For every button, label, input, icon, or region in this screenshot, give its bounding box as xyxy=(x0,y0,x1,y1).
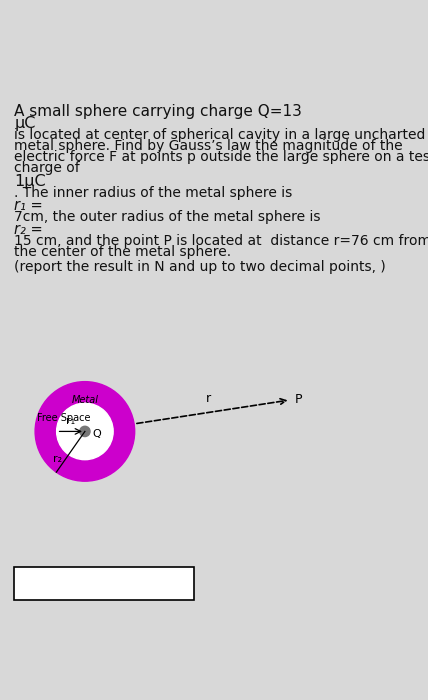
Text: P: P xyxy=(295,393,303,407)
Text: r₁ =: r₁ = xyxy=(14,198,43,214)
Text: r: r xyxy=(206,392,211,405)
Text: Q: Q xyxy=(92,428,101,439)
Text: Metal: Metal xyxy=(71,395,98,405)
Text: electric force F at points p outside the large sphere on a test: electric force F at points p outside the… xyxy=(14,150,428,164)
Text: (report the result in N and up to two decimal points, ): (report the result in N and up to two de… xyxy=(14,260,386,274)
Text: charge of: charge of xyxy=(14,161,80,175)
Text: μC: μC xyxy=(14,116,36,131)
Text: 1μC: 1μC xyxy=(14,174,46,188)
Text: 15 cm, and the point P is located at  distance r=76 cm from: 15 cm, and the point P is located at dis… xyxy=(14,234,428,248)
Circle shape xyxy=(35,382,135,481)
Text: r₁: r₁ xyxy=(66,416,75,426)
Text: r₂: r₂ xyxy=(54,454,62,464)
Text: r₂ =: r₂ = xyxy=(14,223,43,237)
Text: 7cm, the outer radius of the metal sphere is: 7cm, the outer radius of the metal spher… xyxy=(14,210,321,224)
FancyBboxPatch shape xyxy=(14,567,194,599)
Text: Free Space: Free Space xyxy=(37,413,91,423)
Circle shape xyxy=(80,426,90,437)
Circle shape xyxy=(56,403,113,460)
Text: is located at center of spherical cavity in a large uncharted: is located at center of spherical cavity… xyxy=(14,128,425,142)
Text: A small sphere carrying charge Q=13: A small sphere carrying charge Q=13 xyxy=(14,104,302,119)
Text: . The inner radius of the metal sphere is: . The inner radius of the metal sphere i… xyxy=(14,186,292,200)
Text: the center of the metal sphere.: the center of the metal sphere. xyxy=(14,246,232,260)
Text: metal sphere. Find by Gauss’s law the magnitude of the: metal sphere. Find by Gauss’s law the ma… xyxy=(14,139,403,153)
